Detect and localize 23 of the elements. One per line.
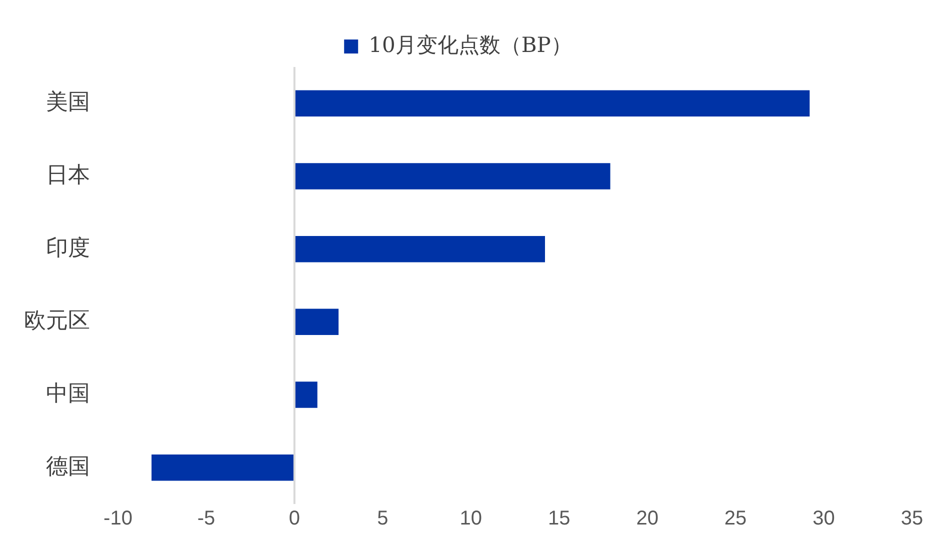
- legend-label: 10月变化点数（BP）: [368, 32, 572, 57]
- x-tick-label: 25: [724, 508, 747, 530]
- x-tick-label: -5: [197, 508, 216, 530]
- x-tick-label: 5: [377, 508, 388, 530]
- bar: [294, 382, 318, 408]
- y-tick-label: 欧元区: [24, 308, 90, 334]
- bar: [294, 308, 339, 336]
- bar: [294, 163, 610, 190]
- bar: [294, 90, 810, 117]
- y-tick-label: 印度: [46, 236, 90, 261]
- y-tick-label: 美国: [46, 90, 90, 116]
- x-tick-label: 30: [812, 508, 835, 530]
- bar: [152, 454, 294, 481]
- x-tick-label: -10: [104, 508, 132, 530]
- y-tick-label: 中国: [46, 381, 90, 406]
- x-tick-label: 35: [900, 508, 924, 530]
- y-tick-label: 日本: [46, 162, 90, 188]
- y-tick-label: 德国: [46, 454, 90, 480]
- x-tick-label: 15: [548, 508, 570, 530]
- x-tick-label: 10: [460, 508, 482, 530]
- x-tick-label: 0: [288, 508, 300, 530]
- x-tick-label: 20: [636, 508, 658, 530]
- bar: [294, 236, 545, 262]
